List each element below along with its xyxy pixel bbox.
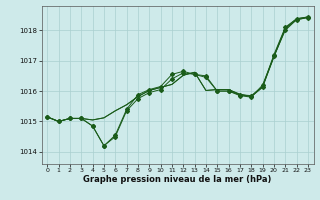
X-axis label: Graphe pression niveau de la mer (hPa): Graphe pression niveau de la mer (hPa) — [84, 175, 272, 184]
